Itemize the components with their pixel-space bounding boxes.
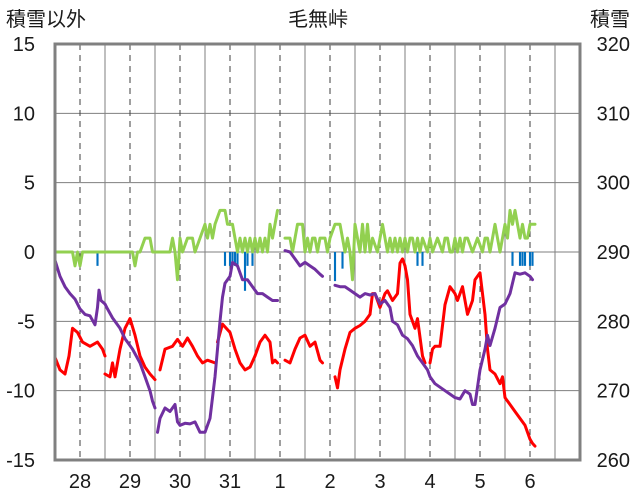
left-y-tick-label: 0	[24, 242, 35, 264]
temperature-line	[53, 326, 107, 376]
right-y-tick-label: 320	[597, 34, 630, 56]
precipitation-bar	[518, 252, 522, 266]
precipitation-bar	[523, 252, 527, 266]
snowfall-line	[283, 208, 537, 282]
left-y-tick-label: -10	[6, 381, 35, 403]
x-tick-label: 4	[424, 471, 435, 493]
precipitation-bar	[246, 252, 249, 266]
x-tick-label: 31	[219, 471, 241, 493]
x-tick-label: 1	[274, 471, 285, 493]
temperature-line	[283, 333, 324, 365]
precipitation-bars	[96, 252, 534, 291]
precipitation-bar	[233, 252, 237, 266]
x-tick-label: 30	[169, 471, 191, 493]
chart-title: 毛無峠	[288, 8, 348, 31]
precipitation-bar	[341, 252, 344, 269]
left-y-tick-label: 10	[13, 103, 35, 125]
right-y-tick-label: 310	[597, 103, 630, 125]
left-y-tick-label: 5	[24, 173, 35, 195]
x-tick-label: 29	[119, 471, 141, 493]
plot-frame	[53, 42, 582, 462]
left-y-tick-labels: 15 10 5 0 -5 -10 -15	[6, 34, 35, 472]
precipitation-bar	[521, 252, 524, 266]
precipitation-bar	[421, 252, 424, 266]
left-y-tick-label: -5	[17, 311, 35, 333]
series-lines	[53, 208, 537, 448]
precipitation-bar	[531, 252, 534, 266]
precipitation-bar	[243, 252, 247, 291]
right-y-tick-label: 290	[597, 242, 630, 264]
right-y-tick-labels: 320 310 300 290 280 270 260	[597, 34, 630, 472]
x-tick-label: 5	[474, 471, 485, 493]
snow-depth-line	[333, 271, 534, 406]
precipitation-bar	[416, 252, 419, 266]
precipitation-bar	[236, 252, 239, 266]
x-tick-label: 28	[69, 471, 91, 493]
right-y-tick-label: 260	[597, 450, 630, 472]
right-y-tick-label: 280	[597, 311, 630, 333]
temperature-line	[333, 257, 427, 390]
precipitation-bar	[231, 252, 234, 266]
precipitation-bar	[228, 252, 232, 266]
precipitation-bar	[96, 252, 99, 266]
right-y-tick-label: 300	[597, 173, 630, 195]
temperature-line	[428, 271, 537, 448]
x-tick-label: 2	[324, 471, 335, 493]
x-tick-label: 3	[374, 471, 385, 493]
left-axis-title: 積雪以外	[6, 8, 86, 31]
precipitation-bar	[528, 252, 532, 266]
snow-depth-line	[283, 249, 324, 278]
temperature-line	[216, 322, 279, 372]
precipitation-bar	[333, 252, 337, 282]
left-y-tick-label: -15	[6, 450, 35, 472]
temperature-line	[158, 336, 217, 372]
right-axis-title: 積雪	[590, 8, 630, 31]
left-y-tick-label: 15	[13, 34, 35, 56]
snow-depth-line	[53, 258, 157, 410]
x-tick-label: 6	[524, 471, 535, 493]
snowfall-line	[53, 208, 279, 282]
precipitation-bar	[511, 252, 514, 266]
precipitation-bar	[251, 252, 254, 266]
temperature-line	[103, 317, 157, 382]
right-y-tick-label: 270	[597, 381, 630, 403]
precipitation-bar	[223, 252, 227, 266]
x-tick-labels: 28 29 30 31 1 2 3 4 5 6	[69, 471, 536, 493]
snow-depth-line	[156, 260, 279, 434]
